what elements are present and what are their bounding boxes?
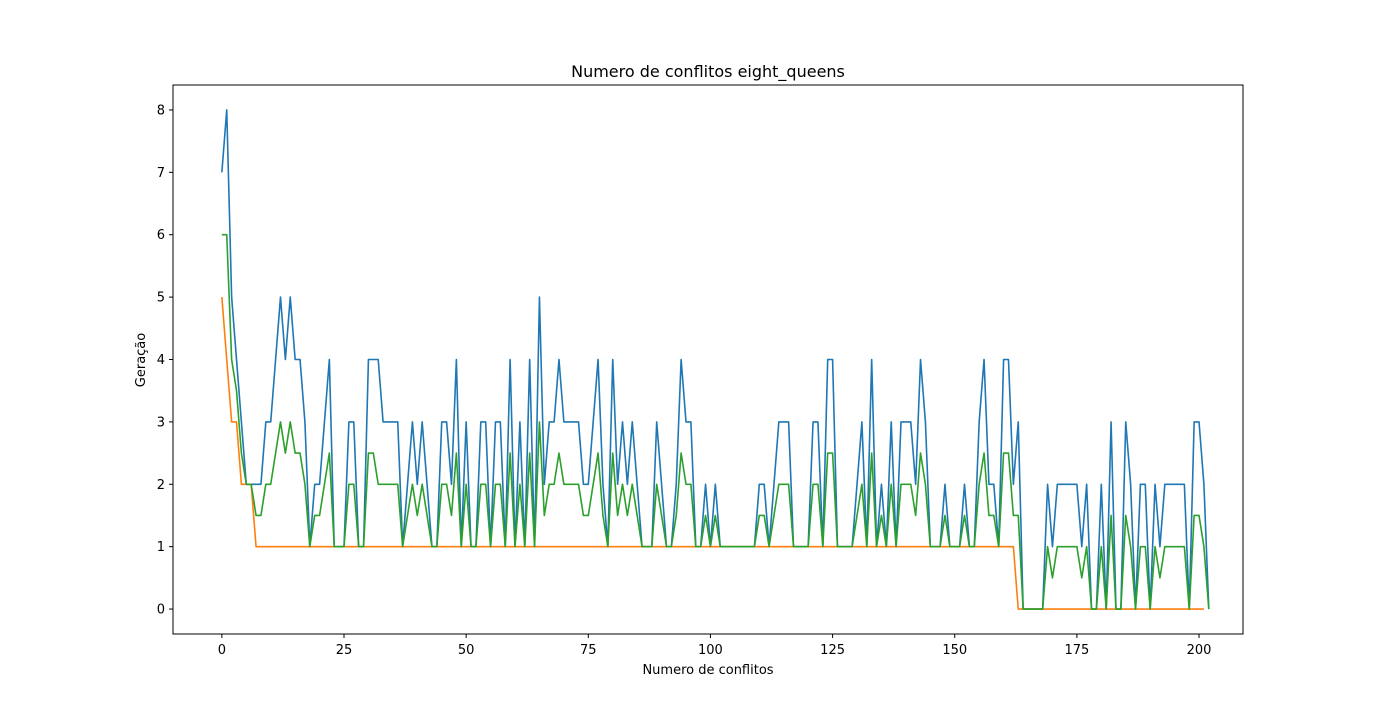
chart-title: Numero de conflitos eight_queens xyxy=(571,62,845,82)
y-tick-label: 5 xyxy=(157,291,165,306)
y-tick-label: 4 xyxy=(157,353,165,368)
x-tick-label: 75 xyxy=(580,643,597,658)
x-tick-label: 100 xyxy=(698,643,723,658)
x-axis: 0 25 50 75 100 125 150 175 200 xyxy=(218,634,1212,658)
x-tick-label: 200 xyxy=(1187,643,1212,658)
y-tick-label: 1 xyxy=(157,540,165,555)
y-tick-label: 7 xyxy=(157,166,165,181)
plot-frame xyxy=(172,84,1244,635)
x-tick-label: 25 xyxy=(336,643,353,658)
series-layer xyxy=(221,109,1210,610)
y-tick-label: 6 xyxy=(157,228,165,243)
y-tick-label: 8 xyxy=(157,103,165,118)
y-tick-label: 2 xyxy=(157,478,165,493)
y-tick-label: 0 xyxy=(157,603,165,618)
y-tick-label: 3 xyxy=(157,415,165,430)
x-tick-label: 150 xyxy=(942,643,967,658)
y-axis: 0 1 2 3 4 5 6 7 8 xyxy=(157,103,173,618)
x-tick-label: 175 xyxy=(1064,643,1089,658)
x-tick-label: 0 xyxy=(218,643,226,658)
series-line-3 xyxy=(221,233,1210,610)
y-axis-label: Geração xyxy=(134,333,149,387)
x-tick-label: 125 xyxy=(820,643,845,658)
x-axis-label: Numero de conflitos xyxy=(642,663,773,678)
x-tick-label: 50 xyxy=(458,643,475,658)
series-line-1 xyxy=(221,109,1210,610)
